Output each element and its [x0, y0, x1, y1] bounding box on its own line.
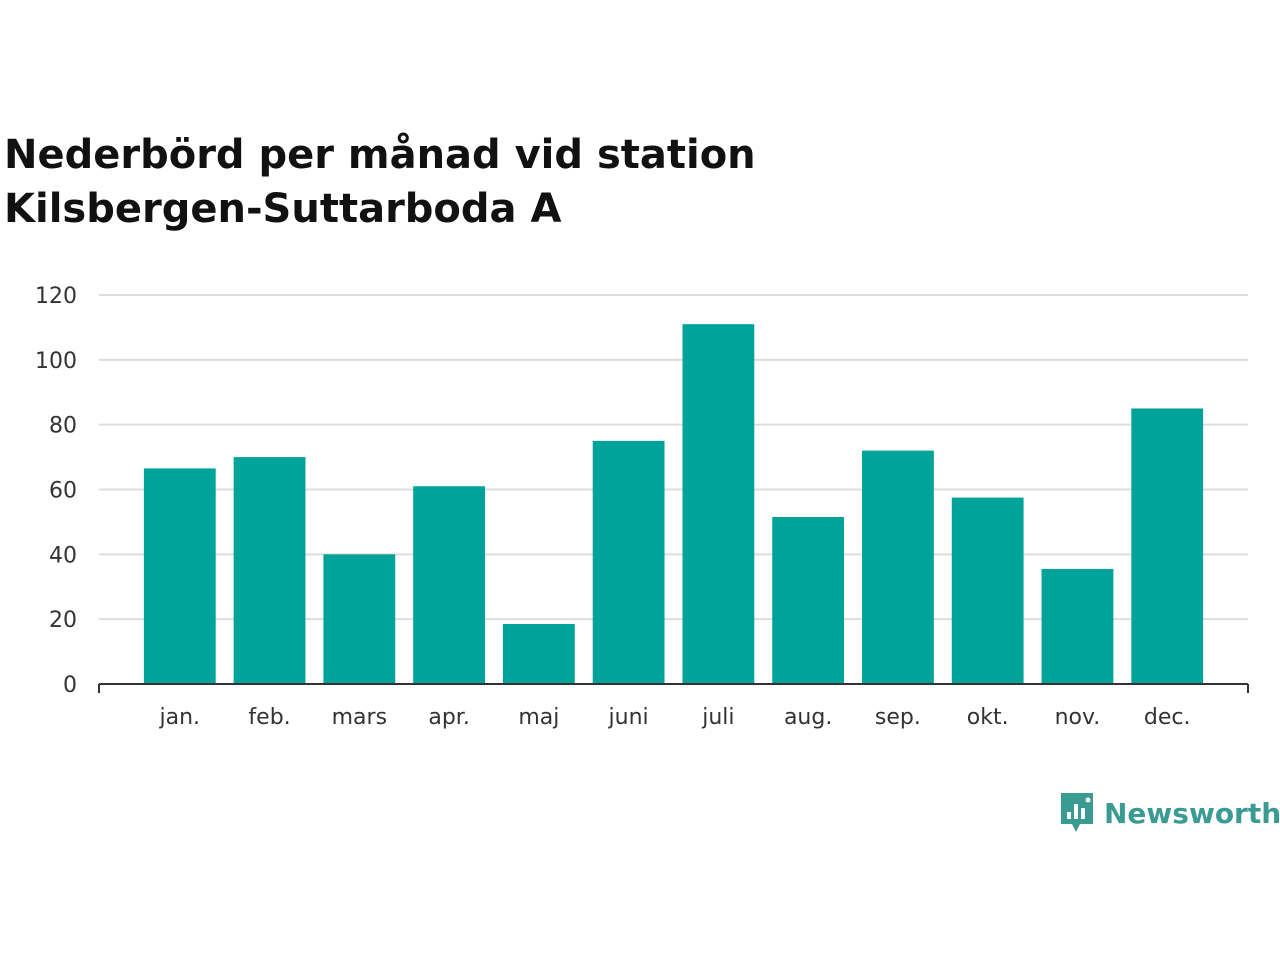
y-tick-label: 0 [63, 673, 77, 698]
bar [143, 468, 216, 684]
newsworthy-logo-icon [1061, 793, 1093, 832]
bar [233, 457, 306, 684]
y-axis-tick-labels: 0 20 40 60 80 100 120 [35, 284, 77, 698]
brand-logo: Newsworthy [1058, 790, 1280, 836]
x-tick-label: maj [518, 705, 559, 730]
x-tick-label: apr. [428, 705, 469, 730]
x-axis [98, 683, 1249, 693]
y-tick-label: 80 [49, 414, 77, 439]
x-tick-label: mars [332, 705, 387, 730]
y-tick-label: 60 [49, 479, 77, 504]
bar [1131, 408, 1204, 684]
bar [862, 450, 934, 684]
bar [592, 440, 665, 684]
bar [323, 554, 396, 684]
bars [143, 324, 1204, 684]
x-tick-label: dec. [1144, 705, 1191, 730]
brand-name: Newsworthy [1104, 796, 1280, 830]
x-tick-label: nov. [1055, 705, 1101, 730]
bar [951, 497, 1024, 684]
x-tick-label: jan. [159, 705, 201, 730]
x-tick-label: juli [701, 705, 734, 730]
x-tick-label: feb. [248, 705, 290, 730]
y-tick-label: 120 [35, 284, 77, 309]
bar [682, 324, 755, 684]
bar [772, 517, 845, 684]
y-tick-label: 20 [49, 608, 77, 633]
x-tick-label: okt. [967, 705, 1009, 730]
x-tick-label: aug. [784, 705, 832, 730]
chart-title: Nederbörd per månad vid station Kilsberg… [4, 128, 1104, 236]
bar [1041, 568, 1114, 684]
chart-title-line-2: Kilsbergen-Suttarboda A [4, 186, 562, 232]
x-tick-label: juni [608, 705, 649, 730]
x-axis-tick-labels: jan. feb. mars apr. maj juni juli aug. sep. okt. n… [159, 705, 1191, 730]
bar [413, 486, 485, 684]
bar [502, 624, 575, 684]
x-tick-label: sep. [875, 705, 921, 730]
y-tick-label: 40 [49, 543, 77, 568]
y-tick-label: 100 [35, 349, 77, 374]
chart-title-line-1: Nederbörd per månad vid station [4, 132, 756, 178]
